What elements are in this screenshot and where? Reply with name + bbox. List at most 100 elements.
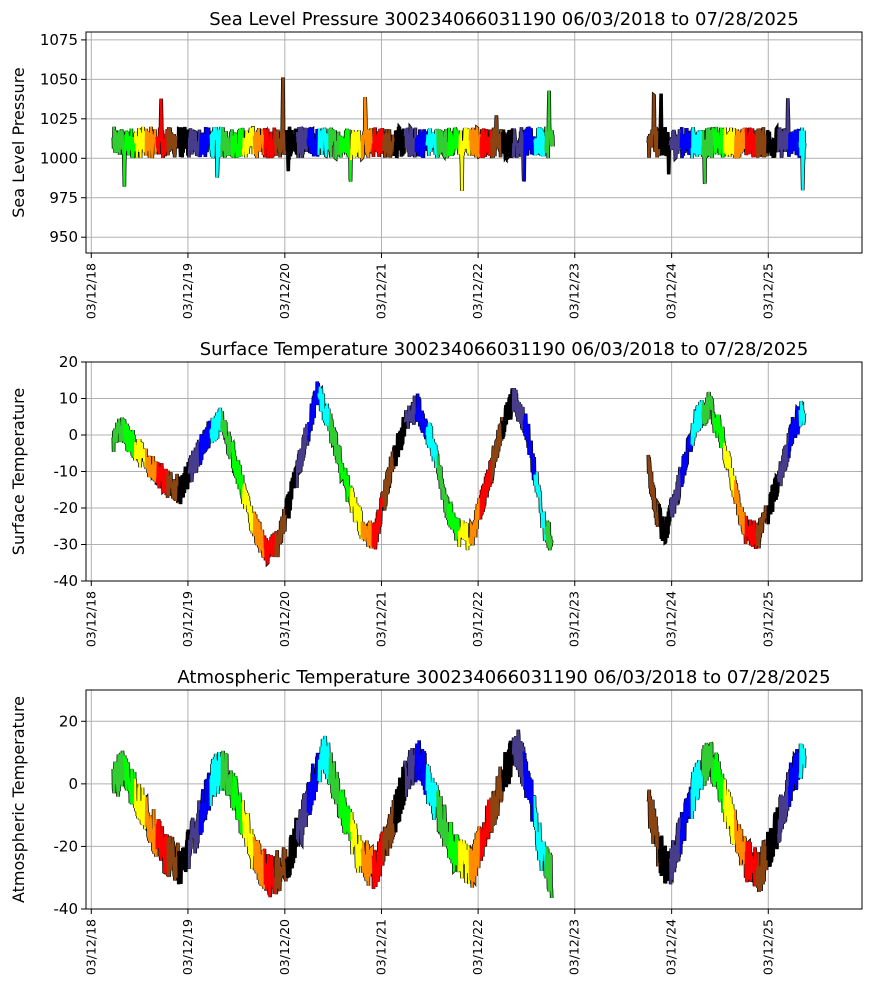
series-segment <box>209 126 223 178</box>
series-segment <box>479 459 493 520</box>
series-segment <box>425 128 439 159</box>
series-segment <box>112 126 126 171</box>
x-tick-label: 03/12/24 <box>664 591 679 647</box>
series-segment <box>133 126 147 158</box>
series-segment <box>511 729 525 787</box>
series-segment <box>522 751 536 822</box>
series-segment <box>349 487 363 539</box>
series-segment <box>274 77 288 158</box>
series-segment <box>155 461 169 496</box>
y-axis-label: Sea Level Pressure <box>9 67 28 218</box>
x-tick-label: 03/12/21 <box>373 919 388 975</box>
series-segment <box>798 127 806 191</box>
series-segment <box>776 433 790 487</box>
series-segment <box>231 127 244 158</box>
series-segment <box>755 505 769 549</box>
series-segment <box>295 423 309 488</box>
series-segment <box>468 125 482 159</box>
series-segment <box>457 127 471 191</box>
series-segment <box>479 128 493 159</box>
chart-title: Sea Level Pressure 300234066031190 06/03… <box>209 9 799 30</box>
series-segment <box>722 442 736 501</box>
series-segment <box>123 128 136 187</box>
series-segment <box>328 413 342 473</box>
series-segment <box>252 836 266 890</box>
series-segment <box>371 490 385 550</box>
series-segment <box>144 795 158 857</box>
series-segment <box>679 127 693 159</box>
y-tick-label: -40 <box>54 572 79 590</box>
series-segment <box>209 751 223 807</box>
series-segment <box>436 128 450 159</box>
series-segment <box>263 127 277 159</box>
y-tick-label: -30 <box>54 536 79 554</box>
series-segment <box>177 461 190 505</box>
series-segment <box>403 124 417 158</box>
series-segment <box>733 809 747 878</box>
x-tick-label: 03/12/20 <box>277 263 292 319</box>
series-segment <box>187 128 201 158</box>
series-segment <box>490 766 504 833</box>
series-segment <box>360 96 374 161</box>
data-series <box>111 77 807 191</box>
x-tick-label: 03/12/25 <box>760 591 775 647</box>
series-segment <box>425 422 439 469</box>
x-tick-label: 03/12/22 <box>470 591 485 647</box>
series-segment <box>112 750 126 797</box>
series-segment <box>349 812 363 873</box>
series-segment <box>690 760 704 819</box>
series-segment <box>274 847 288 895</box>
series-segment <box>263 848 277 898</box>
y-axis-label: Atmospheric Temperature <box>9 696 28 903</box>
series-segment <box>679 434 693 487</box>
series-segment <box>371 831 385 889</box>
y-axis-label: Surface Temperature <box>9 388 28 555</box>
series-segment <box>382 128 396 158</box>
x-tick-label: 03/12/20 <box>277 591 292 647</box>
series-segment <box>306 381 320 441</box>
series-segment <box>447 822 460 874</box>
x-tick-label: 03/12/23 <box>567 591 582 647</box>
series-segment <box>701 391 715 426</box>
series-segment <box>403 395 417 429</box>
y-tick-label: 1000 <box>40 149 78 167</box>
series-segment <box>166 835 180 881</box>
series-segment <box>295 788 309 848</box>
y-tick-label: 1025 <box>40 110 78 128</box>
series-segment <box>166 127 180 158</box>
series-segment <box>328 752 342 819</box>
series-segment <box>755 840 769 893</box>
series-segment <box>425 764 439 820</box>
series-segment <box>144 448 158 483</box>
series-segment <box>382 447 396 511</box>
series-segment <box>177 126 190 158</box>
series-segment <box>744 839 758 887</box>
series-segment <box>349 129 363 161</box>
series-segment <box>285 126 298 172</box>
series-segment <box>414 129 428 159</box>
series-segment <box>501 740 514 792</box>
series-segment <box>658 504 671 545</box>
series-segment <box>479 797 493 861</box>
series-segment <box>712 412 726 449</box>
series-segment <box>490 417 504 483</box>
x-tick-label: 03/12/18 <box>83 263 98 319</box>
series-segment <box>241 483 255 534</box>
series-segment <box>198 420 212 465</box>
series-segment <box>501 388 514 439</box>
series-segment <box>274 506 288 558</box>
series-segment <box>658 835 671 884</box>
series-segment <box>166 470 180 504</box>
series-segment <box>436 790 450 849</box>
series-segment <box>511 127 525 182</box>
series-segment <box>722 127 736 159</box>
plot-frame <box>85 689 863 910</box>
series-segment <box>733 480 747 544</box>
y-tick-label: -40 <box>54 900 79 918</box>
chart-panel-1: 950 975 1000 1025 1050 1075 03/12/18 03/12/19 03… <box>9 9 863 319</box>
series-segment <box>679 786 693 855</box>
series-segment <box>787 128 801 158</box>
series-segment <box>144 126 158 159</box>
series-segment <box>295 126 309 159</box>
